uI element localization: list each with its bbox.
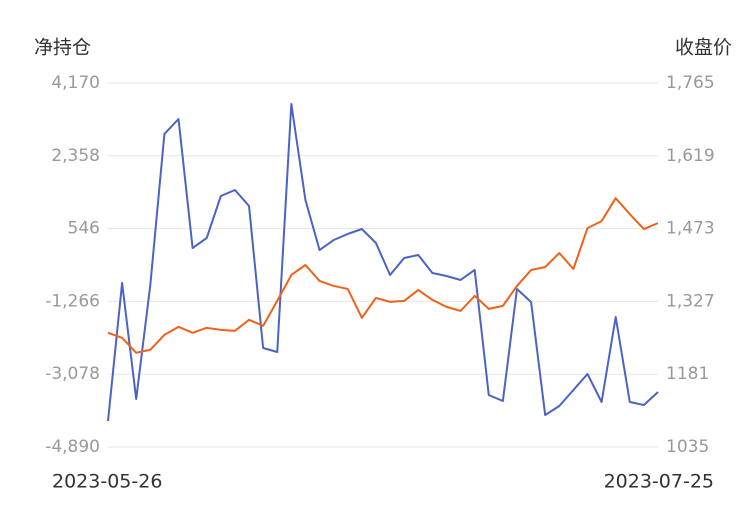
y-tick-label: -3,078	[45, 364, 100, 384]
series-line	[107, 103, 659, 422]
x-tick-label: 2023-05-26	[52, 471, 162, 493]
series-line	[107, 197, 659, 354]
y-tick-label: -4,890	[45, 437, 100, 457]
y-tick-label: 546	[68, 219, 100, 239]
y2-tick-label: 1181	[666, 364, 709, 384]
y-tick-label: 2,358	[51, 146, 100, 166]
y2-tick-label: 1035	[666, 437, 709, 457]
y-axis-title: 净持仓	[34, 37, 91, 59]
y2-tick-label: 1,473	[666, 219, 715, 239]
y2-tick-label: 1,619	[666, 146, 715, 166]
y-tick-label: -1,266	[45, 291, 100, 311]
y2-axis-title: 收盘价	[675, 37, 732, 59]
x-tick-label: 2023-07-25	[604, 471, 714, 493]
y-tick-label: 4,170	[51, 73, 100, 93]
y2-tick-label: 1,765	[666, 73, 715, 93]
y2-tick-label: 1,327	[666, 291, 715, 311]
